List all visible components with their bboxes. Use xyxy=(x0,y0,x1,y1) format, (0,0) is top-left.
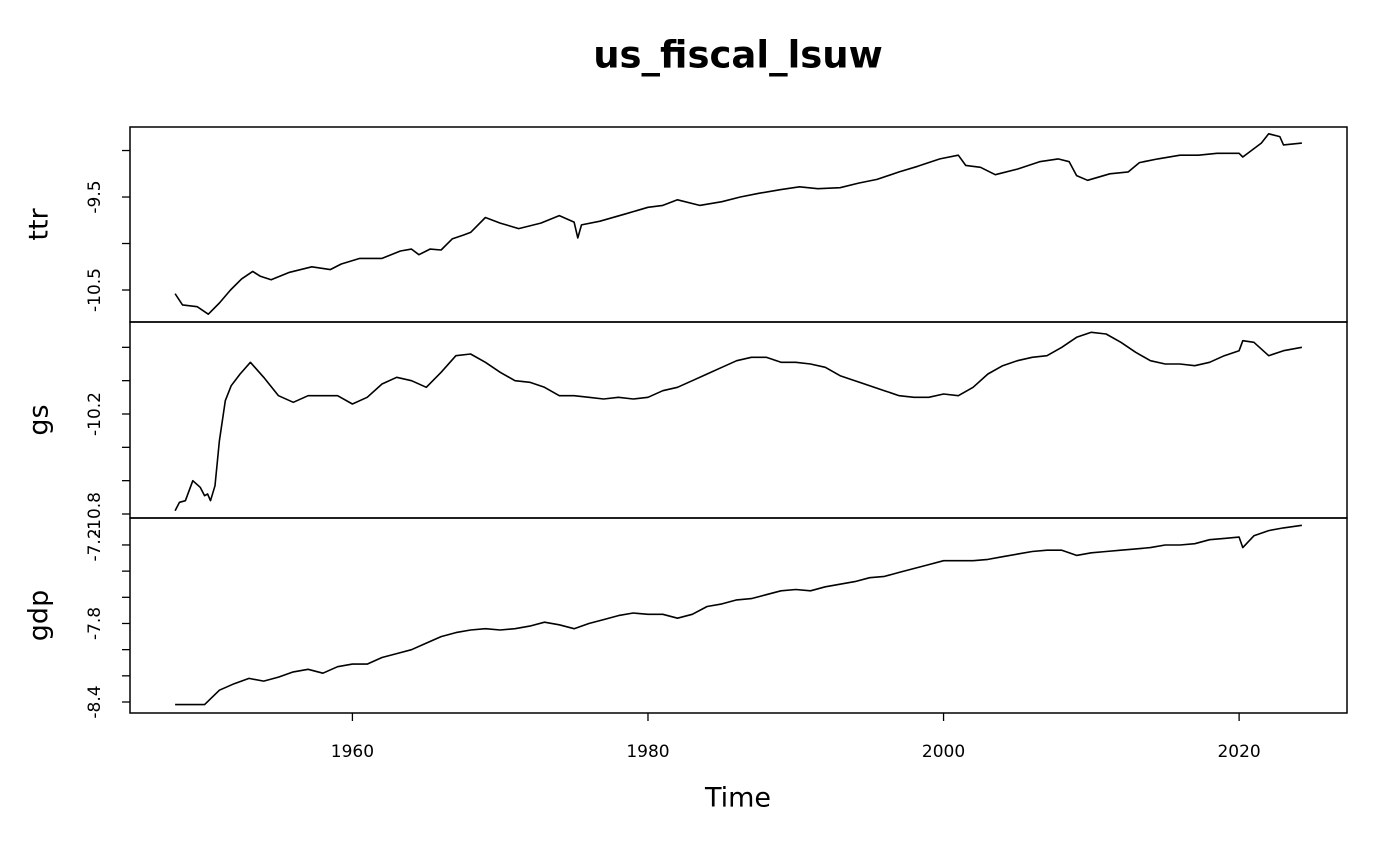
series-line xyxy=(175,524,1303,706)
x-tick-label: 1960 xyxy=(331,742,374,762)
series-line xyxy=(174,331,1303,512)
y-tick-label: -10.8 xyxy=(85,492,105,536)
chart-title: us_fiscal_lsuw xyxy=(593,34,883,77)
panel-frame xyxy=(129,321,1348,519)
y-tick-label: -7.2 xyxy=(85,528,105,561)
y-tick-label: -9.5 xyxy=(85,180,105,213)
panel-frame xyxy=(129,517,1348,714)
y-tick-label: -10.5 xyxy=(85,268,105,312)
x-tick-label: 1980 xyxy=(626,742,669,762)
y-tick-label: -7.8 xyxy=(85,607,105,640)
y-tick-label: -8.4 xyxy=(85,685,105,718)
y-axis-label: ttr xyxy=(24,207,55,240)
x-tick-label: 2000 xyxy=(922,742,965,762)
y-axis-label: gdp xyxy=(24,590,55,641)
x-axis-label: Time xyxy=(704,783,771,814)
panel-frame xyxy=(129,126,1348,323)
series-line xyxy=(174,133,1302,315)
y-tick-label: -10.2 xyxy=(85,392,105,436)
y-axis-label: gs xyxy=(24,404,55,435)
x-tick-label: 2020 xyxy=(1217,742,1260,762)
